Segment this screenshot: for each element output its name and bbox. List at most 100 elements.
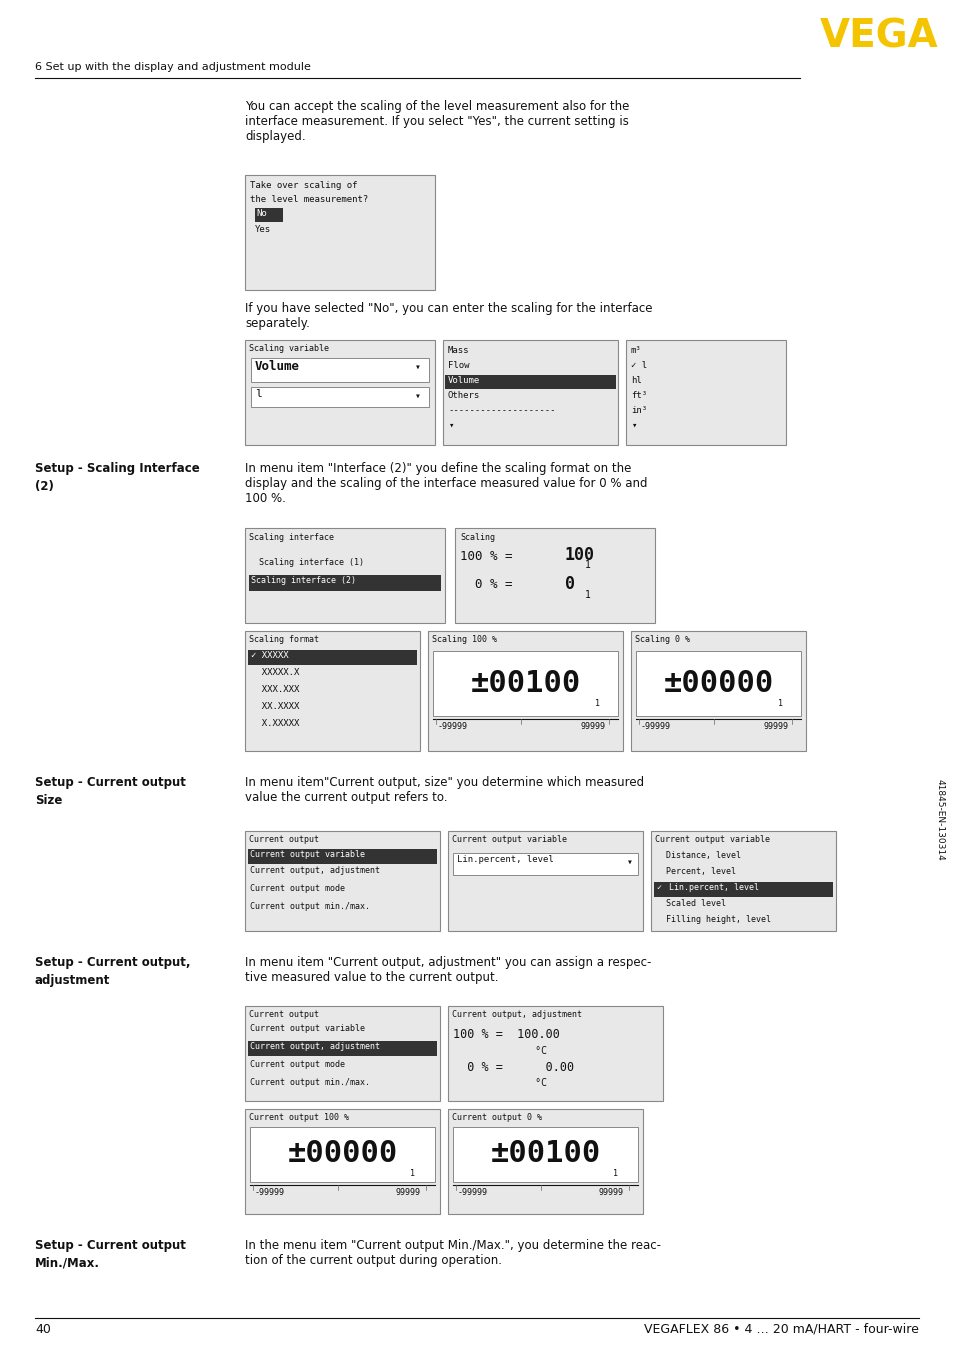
Bar — [448, 831, 642, 932]
Text: ±00100: ±00100 — [470, 669, 580, 697]
Text: -99999: -99999 — [640, 722, 670, 731]
Text: Scaling 100 %: Scaling 100 % — [432, 635, 497, 645]
Text: 99999: 99999 — [598, 1187, 623, 1197]
Text: VEGAFLEX 86 • 4 … 20 mA/HART - four-wire: VEGAFLEX 86 • 4 … 20 mA/HART - four-wire — [643, 1323, 918, 1336]
Text: ▾: ▾ — [626, 857, 632, 867]
Bar — [248, 849, 436, 864]
Bar — [433, 651, 618, 716]
Text: ±00000: ±00000 — [662, 669, 773, 697]
Bar — [444, 375, 616, 389]
Bar — [650, 831, 835, 932]
Text: In menu item "Current output, adjustment" you can assign a respec-
tive measured: In menu item "Current output, adjustment… — [245, 956, 651, 984]
Text: 1: 1 — [778, 699, 782, 708]
Text: 0 % =      0.00: 0 % = 0.00 — [453, 1062, 574, 1074]
Bar — [251, 357, 429, 382]
Text: Percent, level: Percent, level — [656, 867, 735, 876]
Text: Scaling 0 %: Scaling 0 % — [635, 635, 689, 645]
Text: 100: 100 — [564, 546, 595, 565]
Bar — [654, 881, 832, 896]
Bar — [245, 340, 435, 445]
Text: 99999: 99999 — [580, 722, 605, 731]
Bar — [455, 528, 655, 623]
Text: 41845-EN-130314: 41845-EN-130314 — [935, 779, 943, 861]
Text: Setup - Current output: Setup - Current output — [35, 1239, 186, 1252]
Text: Current output variable: Current output variable — [655, 835, 769, 844]
Text: Current output mode: Current output mode — [250, 1060, 345, 1070]
Bar — [625, 340, 785, 445]
Text: °C: °C — [453, 1078, 546, 1089]
Text: 6 Set up with the display and adjustment module: 6 Set up with the display and adjustment… — [35, 62, 311, 72]
Text: Others: Others — [448, 391, 479, 399]
Text: -99999: -99999 — [437, 722, 468, 731]
Text: 1: 1 — [613, 1169, 618, 1178]
Text: Current output mode: Current output mode — [250, 884, 345, 894]
Bar — [254, 209, 283, 222]
Text: Scaling: Scaling — [459, 533, 495, 542]
Text: No: No — [255, 209, 267, 218]
Text: Current output 100 %: Current output 100 % — [249, 1113, 349, 1122]
Text: Current output, adjustment: Current output, adjustment — [452, 1010, 581, 1020]
Text: ▾: ▾ — [415, 362, 420, 372]
Text: Setup - Current output: Setup - Current output — [35, 776, 186, 789]
Bar — [453, 853, 638, 875]
Text: Size: Size — [35, 793, 62, 807]
Bar — [248, 650, 416, 665]
Text: In menu item "Interface (2)" you define the scaling format on the
display and th: In menu item "Interface (2)" you define … — [245, 462, 647, 505]
Text: 1: 1 — [584, 561, 590, 570]
Text: Current output, adjustment: Current output, adjustment — [250, 1043, 379, 1051]
Bar — [442, 340, 618, 445]
Text: Scaling interface (2): Scaling interface (2) — [251, 575, 355, 585]
Text: Filling height, level: Filling height, level — [656, 915, 770, 923]
Text: (2): (2) — [35, 481, 53, 493]
Text: Lin.percent, level: Lin.percent, level — [668, 883, 759, 892]
Text: ✓ l: ✓ l — [630, 362, 646, 370]
Text: Current output variable: Current output variable — [452, 835, 566, 844]
Text: VEGA: VEGA — [820, 18, 938, 56]
Text: -99999: -99999 — [457, 1187, 488, 1197]
Text: Setup - Current output,: Setup - Current output, — [35, 956, 191, 969]
Text: Current output variable: Current output variable — [250, 850, 365, 858]
Text: Scaling variable: Scaling variable — [249, 344, 329, 353]
Bar — [245, 175, 435, 290]
Text: Current output 0 %: Current output 0 % — [452, 1113, 541, 1122]
Text: the level measurement?: the level measurement? — [250, 195, 368, 204]
Text: 40: 40 — [35, 1323, 51, 1336]
Bar — [245, 1006, 439, 1101]
Text: Volume: Volume — [254, 360, 299, 372]
Text: X.XXXXX: X.XXXXX — [251, 719, 299, 728]
Text: ▾: ▾ — [415, 391, 420, 401]
Text: Take over scaling of: Take over scaling of — [250, 181, 357, 190]
Text: Scaling interface: Scaling interface — [249, 533, 334, 542]
Bar — [245, 631, 419, 751]
Bar — [245, 528, 444, 623]
Bar — [630, 631, 805, 751]
Text: Volume: Volume — [448, 376, 479, 385]
Bar — [249, 575, 440, 590]
Text: l: l — [254, 389, 261, 399]
Text: 100 % =  100.00: 100 % = 100.00 — [453, 1028, 559, 1041]
Text: 1: 1 — [584, 590, 590, 600]
Text: In the menu item "Current output Min./Max.", you determine the reac-
tion of the: In the menu item "Current output Min./Ma… — [245, 1239, 660, 1267]
Text: Flow: Flow — [448, 362, 469, 370]
Text: 99999: 99999 — [395, 1187, 420, 1197]
Text: You can accept the scaling of the level measurement also for the
interface measu: You can accept the scaling of the level … — [245, 100, 629, 144]
Text: ▾: ▾ — [630, 421, 636, 431]
Bar — [245, 831, 439, 932]
Text: Current output, adjustment: Current output, adjustment — [250, 867, 379, 875]
Text: Current output min./max.: Current output min./max. — [250, 1078, 370, 1087]
Text: in³: in³ — [630, 406, 646, 414]
Text: ft³: ft³ — [630, 391, 646, 399]
Text: Scaled level: Scaled level — [656, 899, 725, 909]
Text: °C: °C — [453, 1047, 546, 1056]
Text: adjustment: adjustment — [35, 974, 111, 987]
Text: Mass: Mass — [448, 347, 469, 355]
Text: --------------------: -------------------- — [448, 406, 555, 414]
Bar — [636, 651, 801, 716]
Text: Scaling format: Scaling format — [249, 635, 318, 645]
Text: Current output: Current output — [249, 1010, 318, 1020]
Text: 0: 0 — [564, 575, 575, 593]
Text: XXXXX.X: XXXXX.X — [251, 668, 299, 677]
Text: XXX.XXX: XXX.XXX — [251, 685, 299, 695]
Text: Scaling interface (1): Scaling interface (1) — [258, 558, 364, 567]
Bar — [248, 1041, 436, 1056]
